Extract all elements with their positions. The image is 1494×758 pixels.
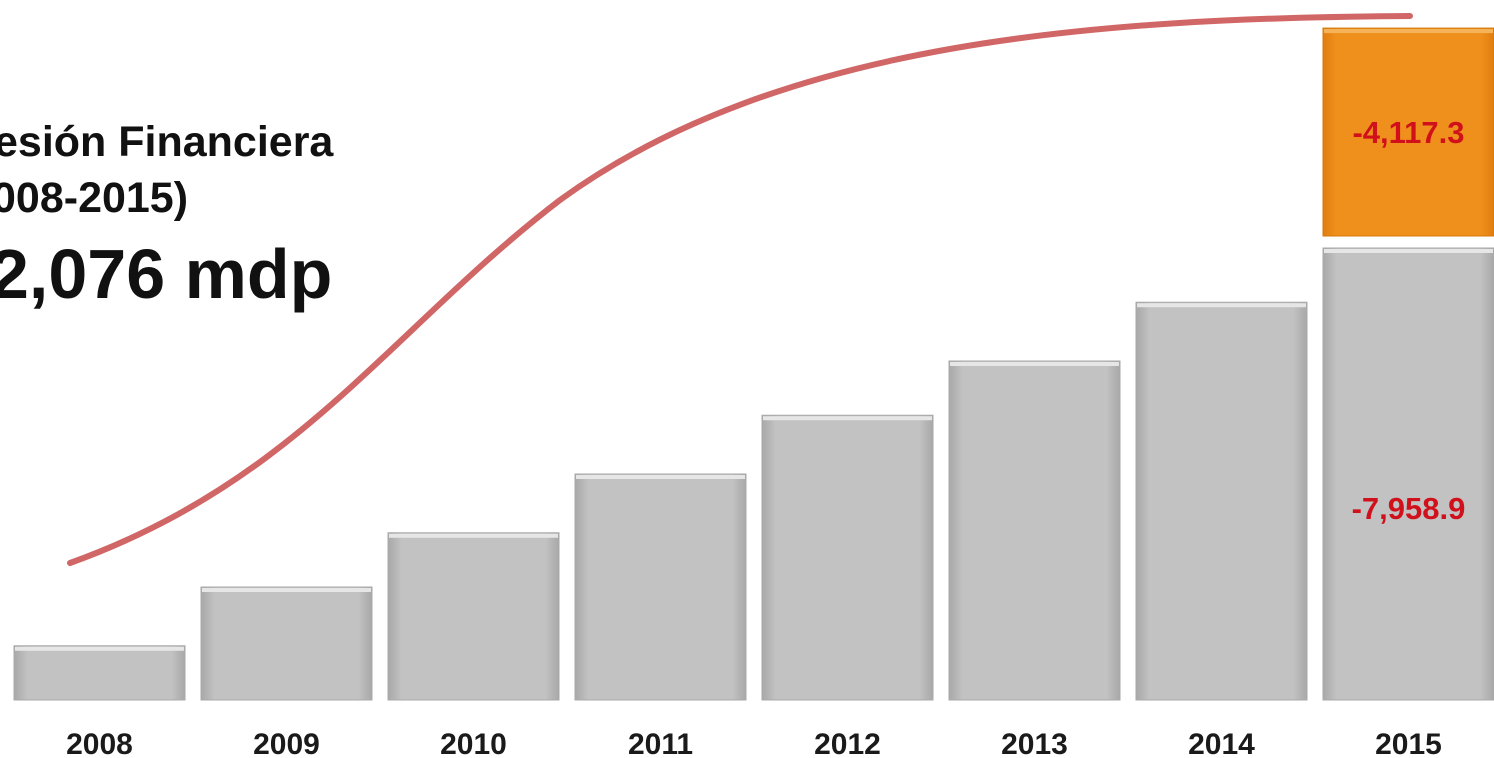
chart-title-line-1: esión Financiera	[0, 118, 334, 166]
bar-2008	[13, 645, 186, 701]
bar-2009	[200, 586, 373, 701]
x-tick-label-2010: 2010	[440, 728, 507, 758]
chart-total-amount: 2,076 mdp	[0, 235, 333, 313]
bar-top-2009	[202, 588, 371, 592]
x-tick-label-2015: 2015	[1375, 728, 1442, 758]
bar-top-2015	[1324, 249, 1493, 253]
x-tick-label-2011: 2011	[628, 728, 693, 758]
bar-2012	[761, 414, 934, 701]
x-tick-label-2008: 2008	[66, 728, 133, 758]
chart-title-line-2: 008-2015)	[0, 174, 189, 222]
x-tick-label-2012: 2012	[814, 728, 881, 758]
x-tick-label-2009: 2009	[253, 728, 320, 758]
data-label-2015-lower: -7,958.9	[1352, 491, 1466, 526]
bar-2011	[574, 473, 747, 701]
bar-top-2010	[389, 533, 558, 538]
bar-top-2011	[576, 475, 745, 479]
x-tick-label-2014: 2014	[1188, 728, 1255, 758]
bar-top-2012	[763, 416, 932, 421]
stacked-bar-top-2015	[1324, 29, 1493, 34]
bar-2015	[1322, 247, 1494, 701]
trend-curve	[67, 13, 1413, 566]
bar-top-2013	[950, 362, 1119, 366]
bar-top-2014	[1137, 303, 1306, 308]
bar-2010	[387, 532, 560, 701]
data-label-2015-upper: -4,117.3	[1352, 115, 1464, 150]
bar-top-2008	[15, 646, 184, 651]
x-tick-label-2013: 2013	[1001, 728, 1068, 758]
stacked-bar-2015	[1322, 27, 1494, 237]
bar-2013	[948, 360, 1121, 701]
bar-2014	[1135, 301, 1308, 701]
